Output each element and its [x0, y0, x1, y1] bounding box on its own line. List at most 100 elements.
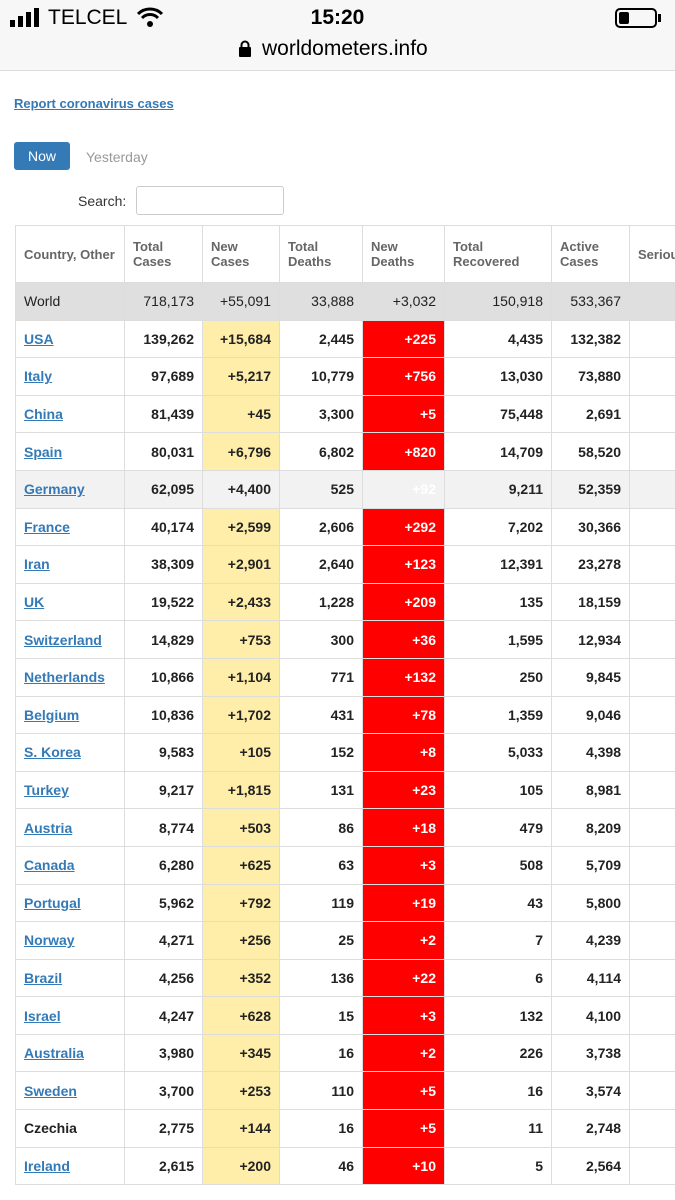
country-link[interactable]: Belgium	[24, 706, 80, 723]
column-header[interactable]: Active Cases	[551, 225, 630, 283]
data-cell: +1,104	[202, 657, 280, 697]
country-cell: China	[15, 394, 125, 434]
data-cell: +2	[362, 921, 445, 960]
data-cell: 33,888	[279, 282, 363, 321]
country-row: Germany 62,095 +4,400 525 +92 9,211 52,359	[15, 469, 675, 509]
status-area: TELCEL 15:20 worldometers.info	[0, 0, 675, 71]
data-cell: 13,030	[444, 357, 552, 396]
data-cell: 19,522	[124, 582, 203, 622]
column-header[interactable]: Total Deaths	[279, 225, 363, 283]
data-cell: 135	[444, 582, 552, 622]
country-link[interactable]: Spain	[24, 443, 63, 460]
data-cell: 73,880	[551, 357, 630, 396]
data-cell: 9,217	[124, 770, 203, 810]
country-link[interactable]: Netherlands	[24, 669, 105, 686]
country-link[interactable]: France	[24, 518, 70, 535]
data-cell: 58,520	[551, 432, 630, 471]
country-cell: Netherlands	[15, 657, 125, 697]
table-body: World 718,173 +55,091 33,888 +3,032 150,918 53…	[15, 282, 675, 1186]
country-link[interactable]: Switzerland	[24, 631, 102, 648]
data-cell: 1,228	[279, 582, 363, 622]
country-link[interactable]: Portugal	[24, 894, 81, 911]
data-cell: 226	[444, 1033, 552, 1073]
report-link[interactable]: Report coronavirus cases	[14, 96, 174, 111]
data-cell: 97,689	[124, 357, 203, 396]
country-link[interactable]: S. Korea	[24, 744, 81, 761]
data-cell: 10,779	[279, 357, 363, 396]
country-link[interactable]: Brazil	[24, 969, 63, 986]
country-cell: Italy	[15, 357, 125, 396]
country-cell: Spain	[15, 432, 125, 471]
data-cell: +345	[202, 1033, 280, 1073]
country-link[interactable]: Iran	[24, 556, 50, 573]
country-link[interactable]: Ireland	[24, 1157, 70, 1174]
data-cell: 525	[279, 469, 363, 509]
world-row: World 718,173 +55,091 33,888 +3,032 150,918 53…	[15, 282, 675, 321]
data-cell	[629, 845, 675, 885]
country-link[interactable]: Sweden	[24, 1082, 77, 1099]
country-link[interactable]: USA	[24, 330, 54, 347]
data-cell: 2,564	[551, 1146, 630, 1186]
column-header[interactable]: New Deaths	[362, 225, 445, 283]
data-cell: 300	[279, 620, 363, 659]
country-link[interactable]: Austria	[24, 819, 73, 836]
country-link[interactable]: Turkey	[24, 782, 69, 799]
data-cell: +1,815	[202, 770, 280, 810]
data-cell: +2	[362, 1033, 445, 1073]
country-link[interactable]: Germany	[24, 481, 85, 498]
data-cell: 3,700	[124, 1071, 203, 1111]
country-link[interactable]: Italy	[24, 368, 53, 385]
data-cell: 7,202	[444, 507, 552, 547]
country-cell: Canada	[15, 845, 125, 885]
table-wrap: Country, Other Total Cases New Cases Total …	[15, 225, 675, 1200]
data-cell: 533,367	[551, 282, 630, 321]
data-cell: 150,918	[444, 282, 552, 321]
data-cell: 8,981	[551, 770, 630, 810]
data-cell: 10,866	[124, 657, 203, 697]
column-header[interactable]: Country, Other	[15, 225, 125, 283]
country-row: Ireland 2,615 +200 46 +10 5 2,564	[15, 1146, 675, 1186]
country-link[interactable]: China	[24, 406, 63, 423]
data-cell	[629, 733, 675, 772]
data-cell: 2,606	[279, 507, 363, 547]
column-header[interactable]: Serious, Critical	[629, 225, 675, 283]
data-cell: 2,748	[551, 1109, 630, 1148]
data-cell: +132	[362, 657, 445, 697]
country-cell: Belgium	[15, 695, 125, 735]
data-cell: +292	[362, 507, 445, 547]
data-cell: 2,615	[124, 1146, 203, 1186]
data-cell: +5	[362, 1109, 445, 1148]
search-input[interactable]	[136, 186, 284, 215]
data-cell: +628	[202, 996, 280, 1035]
data-cell: 9,211	[444, 469, 552, 509]
column-header[interactable]: Total Cases	[124, 225, 203, 283]
data-cell: 5,800	[551, 883, 630, 923]
country-cell: Switzerland	[15, 620, 125, 659]
country-link[interactable]: Canada	[24, 857, 75, 874]
country-link[interactable]: UK	[24, 594, 45, 611]
country-row: China 81,439 +45 3,300 +5 75,448 2,691	[15, 394, 675, 434]
data-cell: 110	[279, 1071, 363, 1111]
data-cell: 12,934	[551, 620, 630, 659]
data-cell: +756	[362, 357, 445, 396]
column-header[interactable]: New Cases	[202, 225, 280, 283]
data-cell: 3,300	[279, 394, 363, 434]
tab-yesterday[interactable]: Yesterday	[86, 149, 148, 165]
url[interactable]: worldometers.info	[262, 37, 428, 60]
data-cell: +5	[362, 1071, 445, 1111]
country-cell: Norway	[15, 921, 125, 960]
data-cell: 139,262	[124, 319, 203, 359]
tab-now[interactable]: Now	[14, 142, 70, 170]
country-link[interactable]: Norway	[24, 932, 75, 949]
column-header[interactable]: Total Recovered	[444, 225, 552, 283]
data-cell: 4,435	[444, 319, 552, 359]
country-cell: Israel	[15, 996, 125, 1035]
country-link[interactable]: Israel	[24, 1007, 61, 1024]
data-cell: 16	[444, 1071, 552, 1111]
country-row: Sweden 3,700 +253 110 +5 16 3,574	[15, 1071, 675, 1111]
country-link[interactable]: Australia	[24, 1045, 84, 1062]
data-cell: 43	[444, 883, 552, 923]
data-cell: +8	[362, 733, 445, 772]
